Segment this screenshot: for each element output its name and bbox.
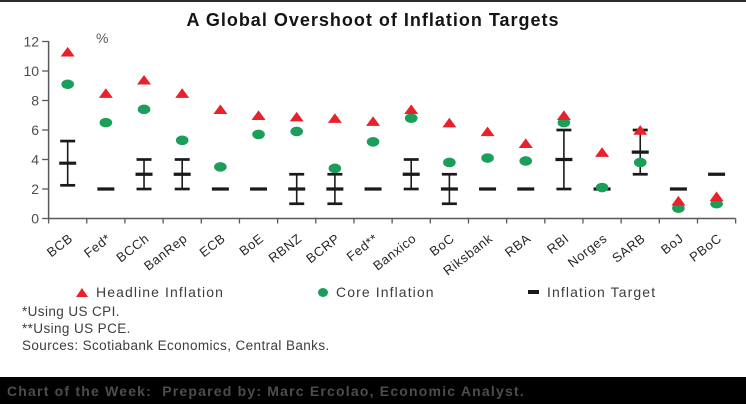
footer-bar: Chart of the Week: Prepared by: Marc Erc… [0, 377, 746, 404]
svg-text:10: 10 [24, 63, 40, 79]
footer-text: Chart of the Week: Prepared by: Marc Erc… [7, 382, 525, 399]
footnote-pce: **Using US PCE. [22, 321, 131, 337]
legend-label-target: Inflation Target [547, 284, 657, 300]
legend-item-headline: Headline Inflation [76, 283, 224, 301]
svg-text:4: 4 [31, 152, 39, 168]
target-dash-icon [528, 290, 539, 294]
footnotes: *Using US CPI. **Using US PCE. Sources: … [22, 303, 330, 355]
svg-text:6: 6 [31, 122, 39, 138]
footnote-sources: Sources: Scotiabank Economics, Central B… [22, 338, 330, 354]
svg-text:RBA: RBA [502, 231, 534, 260]
footnote-cpi: *Using US CPI. [22, 304, 120, 319]
legend-item-target: Inflation Target [528, 283, 656, 301]
y-axis-unit-label: % [96, 30, 109, 46]
svg-text:2: 2 [31, 181, 39, 197]
legend-item-core: Core Inflation [318, 283, 435, 301]
legend-label-core: Core Inflation [336, 284, 435, 300]
svg-text:BoJ: BoJ [658, 231, 686, 258]
svg-text:BoE: BoE [236, 231, 266, 259]
svg-text:RBNZ: RBNZ [266, 231, 305, 266]
svg-text:12: 12 [24, 34, 40, 50]
svg-text:SARB: SARB [609, 231, 648, 266]
svg-text:Banxico: Banxico [370, 231, 419, 274]
svg-text:BCB: BCB [44, 231, 76, 260]
svg-text:BoC: BoC [427, 231, 458, 260]
svg-text:PBoC: PBoC [687, 231, 725, 265]
svg-text:8: 8 [31, 93, 39, 109]
svg-text:ECB: ECB [196, 231, 228, 260]
chart-legend: Headline Inflation Core Inflation Inflat… [0, 283, 746, 301]
svg-text:BCRP: BCRP [303, 231, 343, 267]
svg-text:BanRep: BanRep [141, 231, 190, 274]
svg-text:Fed*: Fed* [81, 231, 114, 261]
legend-label-headline: Headline Inflation [96, 284, 224, 300]
core-circle-icon [318, 287, 328, 297]
svg-text:Norges: Norges [565, 231, 610, 271]
svg-text:RBI: RBI [544, 231, 572, 257]
top-border-rule [0, 0, 746, 2]
svg-text:0: 0 [31, 211, 39, 227]
headline-triangle-icon [76, 287, 88, 297]
chart-title: A Global Overshoot of Inflation Targets [186, 10, 560, 30]
